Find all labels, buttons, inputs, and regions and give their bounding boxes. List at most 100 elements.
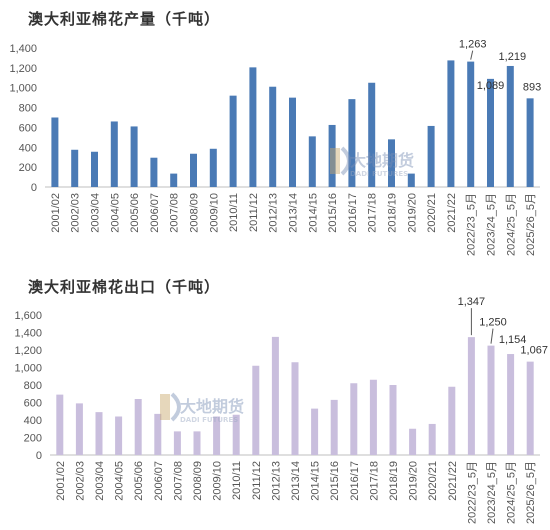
production-chart-panel: 澳大利亚棉花产量（千吨） 0 200 400 600 800 1,000 1,200 1,40… (0, 0, 550, 262)
x-tick-label: 2003/04 (94, 461, 106, 501)
x-tick-label: 2011/12 (251, 461, 263, 500)
y-tick-label: 1,400 (14, 328, 42, 340)
y-tick-label: 0 (31, 182, 37, 194)
bar (428, 423, 436, 455)
bar (526, 98, 534, 187)
bar (447, 60, 455, 187)
x-tick-label: 2025/26_5月 (525, 193, 537, 256)
x-tick-label: 2010/11 (231, 461, 243, 500)
bar (71, 149, 79, 187)
x-tick-label: 2017/18 (367, 193, 379, 233)
bar (252, 365, 260, 455)
x-tick-label: 2021/22 (446, 193, 458, 233)
watermark-cn-text: 大地期货 (180, 397, 244, 416)
x-tick-label: 2018/19 (388, 461, 400, 501)
x-tick-label: 2004/05 (109, 193, 121, 233)
bar (328, 124, 336, 187)
bar (269, 86, 277, 187)
bar (526, 361, 534, 455)
bar (467, 337, 475, 455)
y-tick-label: 600 (24, 398, 42, 410)
watermark-en-text: DADI FUTURES (350, 170, 408, 178)
bar (75, 403, 83, 455)
y-tick-label: 400 (24, 415, 42, 427)
bar (232, 414, 240, 455)
x-tick-label: 2015/16 (327, 193, 339, 233)
data-label: 1,154 (499, 334, 527, 346)
x-tick-label: 2024/25_5月 (506, 461, 518, 524)
data-label-leader-line (490, 328, 494, 344)
x-tick-label: 2020/21 (426, 193, 438, 233)
data-label: 1,263 (459, 39, 487, 51)
y-tick-label: 400 (19, 142, 37, 154)
watermark-logo-arc (170, 392, 181, 422)
bar (51, 117, 59, 187)
bar (56, 394, 64, 455)
y-tick-label: 1,600 (14, 310, 42, 322)
y-tick-label: 1,000 (9, 83, 37, 95)
x-tick-label: 2014/15 (310, 461, 322, 501)
bar (150, 157, 158, 187)
data-label: 893 (523, 81, 541, 93)
bar (173, 431, 181, 455)
production-chart: 0 200 400 600 800 1,000 1,200 1,400 2001/02 2002/… (9, 39, 541, 256)
y-tick-label: 1,200 (14, 345, 42, 357)
y-tick-label: 0 (36, 450, 42, 462)
bar (308, 136, 316, 187)
x-tick-label: 2025/26_5月 (525, 461, 537, 524)
bar (95, 412, 103, 455)
bar (213, 416, 221, 455)
bar (110, 121, 118, 187)
y-tick-label: 800 (19, 103, 37, 115)
bar (487, 345, 495, 455)
x-tick-label: 2019/20 (406, 193, 418, 233)
bar (170, 173, 178, 187)
x-tick-label: 2001/02 (55, 461, 67, 501)
bar (389, 385, 397, 455)
bar (130, 126, 138, 187)
bar (467, 61, 475, 187)
bar (289, 97, 296, 187)
export-chart: 0 200 400 600 800 1,000 1,200 1,400 1,600 2001/02… (14, 296, 547, 524)
x-tick-label: 2023/24_5月 (486, 461, 498, 524)
bar (311, 408, 319, 455)
bar (193, 431, 201, 455)
x-tick-label: 2003/04 (90, 193, 102, 233)
bar (330, 399, 338, 455)
bar (291, 362, 299, 455)
bar (409, 428, 417, 455)
x-tick-label: 2006/07 (149, 193, 161, 233)
x-tick-label: 2005/06 (129, 193, 141, 233)
data-label: 1,347 (458, 296, 486, 308)
bar (350, 383, 358, 455)
bar (506, 65, 514, 187)
x-tick-label: 2024/25_5月 (505, 193, 517, 256)
data-label: 1,250 (479, 317, 507, 329)
bar (369, 379, 377, 455)
x-tick-label: 2012/13 (270, 461, 282, 501)
x-tick-label: 2009/10 (208, 193, 220, 233)
bar (209, 148, 217, 187)
x-tick-label: 2002/03 (74, 461, 86, 501)
x-tick-label: 2006/07 (153, 461, 165, 501)
x-tick-label: 2016/17 (347, 193, 359, 233)
bar (154, 413, 162, 455)
export-chart-title: 澳大利亚棉花出口（千吨） (28, 278, 221, 296)
x-tick-label: 2013/14 (290, 461, 302, 501)
x-tick-label: 2021/22 (447, 461, 459, 501)
x-tick-label: 2008/09 (192, 461, 204, 501)
bar (190, 153, 197, 187)
watermark-cn-text: 大地期货 (350, 151, 414, 170)
data-label: 1,089 (477, 80, 505, 92)
y-tick-label: 200 (19, 162, 37, 174)
x-tick-label: 2001/02 (50, 193, 62, 233)
y-tick-label: 1,400 (9, 43, 37, 55)
y-tick-label: 1,000 (14, 363, 42, 375)
x-tick-label: 2023/24_5月 (486, 193, 498, 256)
y-tick-label: 1,200 (9, 63, 37, 75)
watermark-logo-icon (330, 148, 340, 174)
x-tick-label: 2011/12 (248, 193, 260, 232)
data-label-leader-line (470, 50, 474, 60)
